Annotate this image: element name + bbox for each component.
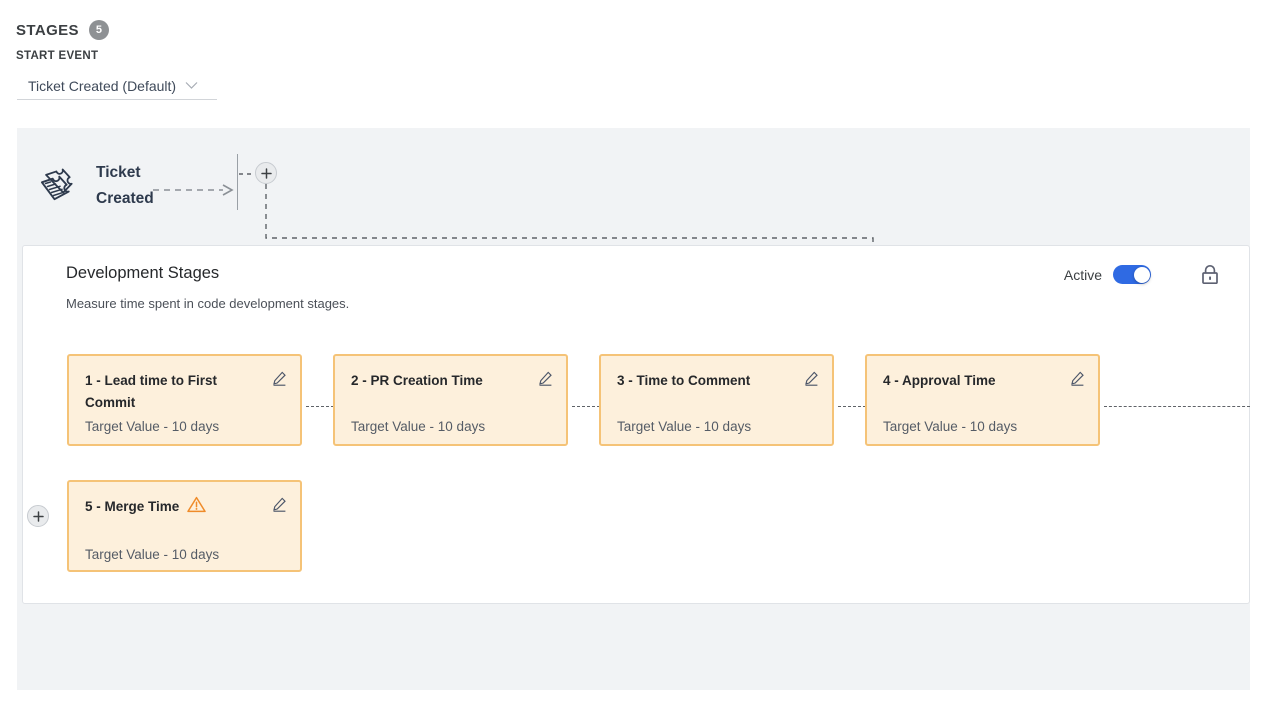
- edit-pencil-icon[interactable]: [272, 371, 287, 386]
- add-stage-button-top[interactable]: [255, 162, 277, 184]
- start-event-node[interactable]: Ticket Created: [33, 160, 174, 211]
- stage-card-title: 4 - Approval Time: [883, 370, 1082, 392]
- chevron-down-icon: [185, 81, 198, 90]
- start-event-label: START EVENT: [16, 50, 99, 62]
- start-event-value: Ticket Created (Default): [28, 77, 177, 94]
- active-toggle[interactable]: [1113, 265, 1151, 284]
- toggle-knob: [1133, 266, 1150, 283]
- active-toggle-label: Active: [1063, 266, 1102, 283]
- start-node-divider: [237, 154, 238, 210]
- stage-connector-4-end: [1104, 406, 1250, 407]
- workflow-canvas: Ticket Created Development Stages Measur…: [17, 128, 1250, 690]
- stage-connector-3-4: [838, 406, 871, 407]
- active-toggle-group: Active: [1064, 265, 1151, 284]
- add-stage-button-bottom[interactable]: [27, 505, 49, 527]
- panel-title: Development Stages: [66, 264, 220, 282]
- stages-header: STAGES 5: [16, 20, 109, 40]
- start-node-label-line2: Created: [96, 189, 154, 207]
- stage-card-target: Target Value - 10 days: [85, 418, 220, 434]
- stages-count-badge: 5: [88, 20, 109, 40]
- stage-card-target: Target Value - 10 days: [883, 418, 1018, 434]
- stage-cards-layer: 1 - Lead time to First Commit Target Val…: [23, 246, 1251, 605]
- panel-subtitle: Measure time spent in code development s…: [66, 296, 350, 311]
- stage-card-target: Target Value - 10 days: [617, 418, 752, 434]
- lock-icon[interactable]: [1201, 264, 1219, 290]
- warning-triangle-icon: [187, 496, 207, 520]
- stage-card-target: Target Value - 10 days: [351, 418, 486, 434]
- start-event-select[interactable]: Ticket Created (Default): [17, 72, 217, 100]
- stage-card-title: 1 - Lead time to First Commit: [85, 370, 284, 414]
- stage-group-panel: Development Stages Measure time spent in…: [22, 245, 1250, 604]
- stages-title: STAGES: [16, 21, 79, 39]
- stage-title-text: 5 - Merge Time: [85, 499, 180, 514]
- ticket-icon: [33, 163, 79, 209]
- edit-pencil-icon[interactable]: [272, 497, 287, 512]
- edit-pencil-icon[interactable]: [1070, 371, 1085, 386]
- stage-title-text: 4 - Approval Time: [883, 373, 996, 388]
- stage-card-3[interactable]: 3 - Time to Comment Target Value - 10 da…: [599, 354, 834, 446]
- start-connector-paths: [153, 173, 874, 248]
- stage-card-title: 3 - Time to Comment: [617, 370, 816, 392]
- stage-title-text: 3 - Time to Comment: [617, 373, 751, 388]
- stage-card-4[interactable]: 4 - Approval Time Target Value - 10 days: [865, 354, 1100, 446]
- stage-card-target: Target Value - 10 days: [85, 546, 220, 562]
- stage-connector-2-3: [572, 406, 605, 407]
- edit-pencil-icon[interactable]: [538, 371, 553, 386]
- stage-title-text: 2 - PR Creation Time: [351, 373, 483, 388]
- edit-pencil-icon[interactable]: [804, 371, 819, 386]
- stage-card-title: 2 - PR Creation Time: [351, 370, 550, 392]
- stage-card-5[interactable]: 5 - Merge Time Target Value - 10 days: [67, 480, 302, 572]
- start-node-label-line1: Ticket: [96, 164, 141, 181]
- stage-card-2[interactable]: 2 - PR Creation Time Target Value - 10 d…: [333, 354, 568, 446]
- stage-card-1[interactable]: 1 - Lead time to First Commit Target Val…: [67, 354, 302, 446]
- stage-connector-1-2: [306, 406, 339, 407]
- stage-title-text: 1 - Lead time to First Commit: [85, 373, 218, 410]
- start-node-label: Ticket Created: [96, 160, 174, 211]
- stage-card-title: 5 - Merge Time: [85, 496, 284, 520]
